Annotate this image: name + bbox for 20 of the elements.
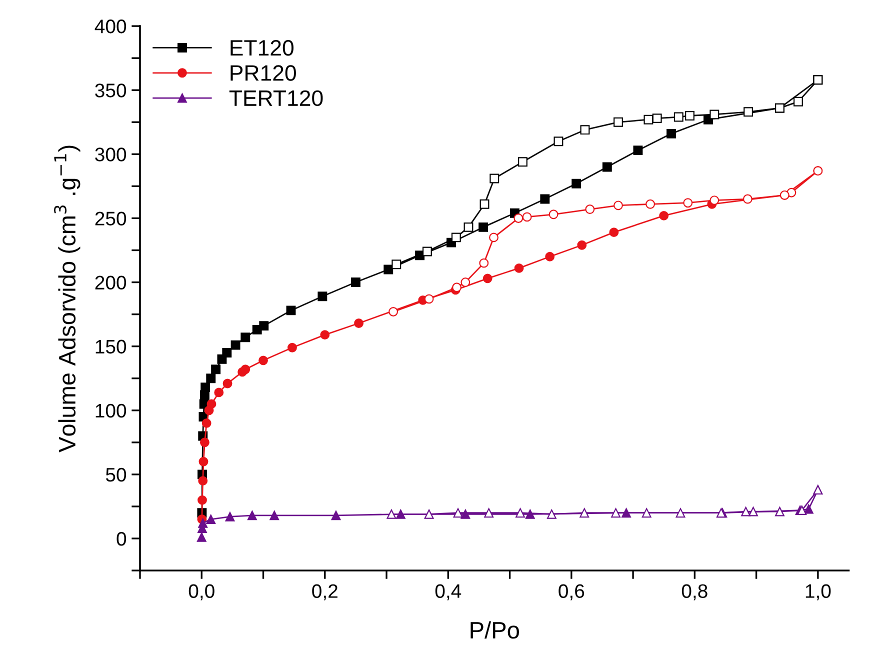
y-tick-label: 300 xyxy=(95,148,126,162)
y-tick-label: 50 xyxy=(106,468,126,482)
x-tick-label: 1,0 xyxy=(806,584,831,600)
y-tick-label: 150 xyxy=(96,340,126,354)
y-tick-label: 400 xyxy=(94,20,126,34)
y-axis-title: Volume Adsorvido (cm$^{3}$ .g$^{−1}$) xyxy=(54,146,80,452)
legend-label: ET120 xyxy=(230,40,294,56)
legend-label: PR120 xyxy=(230,65,296,81)
x-tick-label: 0,8 xyxy=(682,584,708,600)
x-tick-label: 0,2 xyxy=(312,584,338,600)
x-tick-label: 0,6 xyxy=(558,584,584,600)
y-tick-label: 100 xyxy=(96,404,126,418)
legend-label: TERT120 xyxy=(229,90,323,106)
y-tick-label: 350 xyxy=(95,84,126,98)
y-tick-label: 0 xyxy=(116,532,126,546)
x-tick-label: 0,0 xyxy=(188,584,214,600)
y-tick-label: 250 xyxy=(95,212,126,226)
x-tick-label: 0,4 xyxy=(435,584,462,600)
y-tick-label: 200 xyxy=(95,276,126,290)
x-axis-title: P/Po xyxy=(470,621,519,639)
